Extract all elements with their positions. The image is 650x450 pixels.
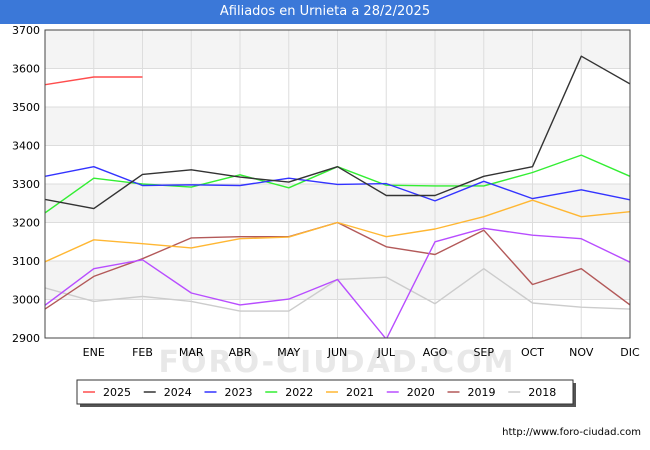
watermark: FORO-CIUDAD.COM	[159, 345, 516, 380]
legend-label-2020: 2020	[407, 386, 435, 399]
legend-label-2022: 2022	[285, 386, 313, 399]
series-line-2020	[45, 227, 630, 338]
x-tick-label: NOV	[569, 346, 594, 359]
x-tick-label: SEP	[473, 346, 494, 359]
x-tick-label: JUN	[327, 346, 348, 359]
legend-box	[76, 379, 574, 405]
legend-label-2019: 2019	[468, 386, 496, 399]
y-tick-label: 3600	[12, 63, 40, 76]
y-tick-label: 3300	[12, 178, 40, 191]
x-tick-label: MAR	[179, 346, 204, 359]
x-axis-ticks: ENE FEB MAR ABR MAY JUN JUL AGO SEP OCT NOV DIC	[83, 346, 640, 359]
series-line-2021	[45, 199, 630, 263]
series-line-2025	[45, 76, 143, 86]
series-line-2024	[45, 55, 630, 210]
x-tick-label: DIC	[620, 346, 640, 359]
plot-frame	[44, 29, 631, 339]
y-tick-label: 3700	[12, 24, 40, 37]
y-tick-label: 3400	[12, 140, 40, 153]
y-tick-label: 3000	[12, 294, 40, 307]
x-tick-label: OCT	[521, 346, 544, 359]
y-tick-label: 3100	[12, 255, 40, 268]
legend-label-2018: 2018	[528, 386, 556, 399]
x-tick-label: ENE	[83, 346, 105, 359]
title-bar	[0, 0, 650, 24]
x-tick-label: ABR	[229, 346, 252, 359]
legend-label-2021: 2021	[346, 386, 374, 399]
y-tick-label: 2900	[12, 332, 40, 345]
footer-url[interactable]: http://www.foro-ciudad.com	[502, 427, 641, 438]
chart-title: Afiliados en Urnieta a 28/2/2025	[219, 4, 431, 19]
x-tick-label: AGO	[423, 346, 448, 359]
legend-label-2023: 2023	[225, 386, 253, 399]
x-tick-label: FEB	[132, 346, 153, 359]
x-tick-label: MAY	[277, 346, 300, 359]
y-tick-label: 3500	[12, 101, 40, 114]
legend-label-2025: 2025	[103, 386, 131, 399]
y-axis-ticks: 2900 3000 3100 3200 3300 3400 3500 3600 3700	[12, 24, 40, 345]
series-lines	[45, 55, 630, 338]
legend: 2025 2024 2023 2022 2021 2020 2019 2018	[76, 379, 576, 407]
x-tick-label: JUL	[377, 346, 396, 359]
series-line-2023	[45, 165, 630, 202]
y-tick-label: 3200	[12, 217, 40, 230]
legend-label-2024: 2024	[164, 386, 192, 399]
